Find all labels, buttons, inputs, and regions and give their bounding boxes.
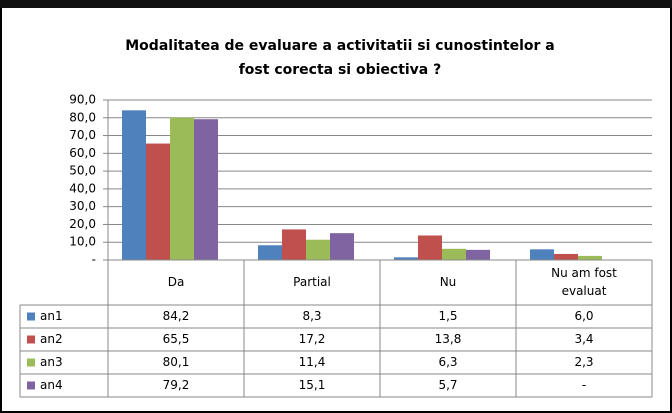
y-tick-label: 50,0 (69, 164, 96, 178)
data-label: 3,4 (574, 332, 593, 346)
x-tick-label: Nu am fost (551, 266, 617, 280)
legend-swatch (27, 358, 35, 367)
legend-swatch (27, 312, 35, 321)
bar (258, 245, 282, 260)
y-tick-label: - (92, 253, 96, 267)
data-label: 84,2 (163, 309, 190, 323)
bar (282, 229, 306, 260)
chart-title: fost corecta si obiectiva ? (239, 62, 442, 78)
data-label: 6,0 (574, 309, 593, 323)
legend-swatch (27, 335, 35, 344)
data-label: 1,5 (438, 309, 457, 323)
bar (170, 117, 194, 260)
legend-label: an2 (40, 332, 63, 346)
legend-label: an1 (40, 309, 63, 323)
x-tick-label: Nu (440, 275, 457, 289)
data-label: 13,8 (435, 332, 462, 346)
y-tick-label: 60,0 (69, 146, 96, 160)
bar (330, 233, 354, 260)
y-tick-label: 70,0 (69, 128, 96, 142)
bar (530, 249, 554, 260)
top-bar (0, 0, 672, 8)
x-tick-label: Partial (293, 275, 331, 289)
bar (122, 110, 146, 260)
data-label: - (582, 378, 586, 392)
bar (194, 119, 218, 260)
data-label: 65,5 (163, 332, 190, 346)
bar (306, 239, 330, 260)
y-tick-label: 30,0 (69, 199, 96, 213)
data-label: 5,7 (438, 378, 457, 392)
x-tick-label: Da (168, 275, 185, 289)
legend-label: an4 (40, 378, 63, 392)
y-tick-label: 80,0 (69, 110, 96, 124)
data-label: 6,3 (438, 355, 457, 369)
y-tick-label: 20,0 (69, 217, 96, 231)
data-label: 2,3 (574, 355, 593, 369)
bar (394, 257, 418, 260)
bar (554, 253, 578, 260)
data-label: 8,3 (302, 309, 321, 323)
bar (146, 143, 170, 260)
data-label: 17,2 (299, 332, 326, 346)
y-tick-label: 40,0 (69, 181, 96, 195)
y-tick-label: 10,0 (69, 235, 96, 249)
data-label: 11,4 (299, 355, 326, 369)
bar (418, 235, 442, 260)
data-label: 80,1 (163, 355, 190, 369)
x-tick-label: evaluat (562, 284, 607, 298)
legend-label: an3 (40, 355, 63, 369)
bar (466, 249, 490, 260)
chart-title: Modalitatea de evaluare a activitatii si… (125, 38, 554, 54)
y-tick-label: 90,0 (69, 93, 96, 107)
bar (578, 255, 602, 260)
bar (442, 248, 466, 260)
data-label: 79,2 (163, 378, 190, 392)
data-label: 15,1 (299, 378, 326, 392)
legend-swatch (27, 381, 35, 390)
